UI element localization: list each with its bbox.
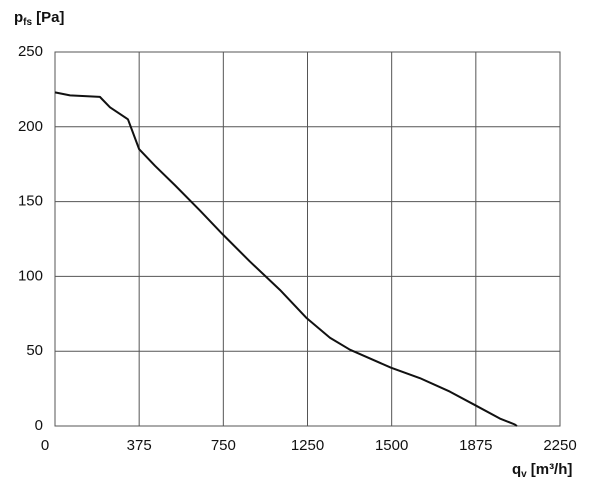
y-label-sub: fs bbox=[23, 17, 32, 28]
x-label-unit: [m³/h] bbox=[531, 461, 573, 478]
x-label-sub: v bbox=[521, 469, 527, 480]
x-tick-label: 1500 bbox=[375, 437, 408, 454]
y-tick-label: 150 bbox=[18, 193, 43, 210]
x-tick-label: 1875 bbox=[459, 437, 492, 454]
y-tick-label: 200 bbox=[18, 118, 43, 135]
y-label-unit: [Pa] bbox=[36, 9, 64, 26]
x-label-symbol: q bbox=[512, 461, 521, 478]
y-label-symbol: p bbox=[14, 9, 23, 26]
plot-frame bbox=[54, 51, 561, 427]
x-tick-label: 375 bbox=[127, 437, 152, 454]
curve bbox=[54, 91, 518, 427]
y-axis-label: pfs [Pa] bbox=[14, 9, 64, 28]
y-tick-label: 100 bbox=[18, 267, 43, 284]
x-tick-label: 2250 bbox=[543, 437, 576, 454]
y-tick-label: 0 bbox=[35, 417, 43, 434]
y-tick-label: 250 bbox=[18, 43, 43, 60]
x-tick-label: 0 bbox=[41, 437, 49, 454]
x-tick-label: 750 bbox=[211, 437, 236, 454]
x-tick-label: 1250 bbox=[291, 437, 324, 454]
y-tick-label: 50 bbox=[26, 342, 43, 359]
x-axis-label: qv [m³/h] bbox=[512, 461, 572, 480]
